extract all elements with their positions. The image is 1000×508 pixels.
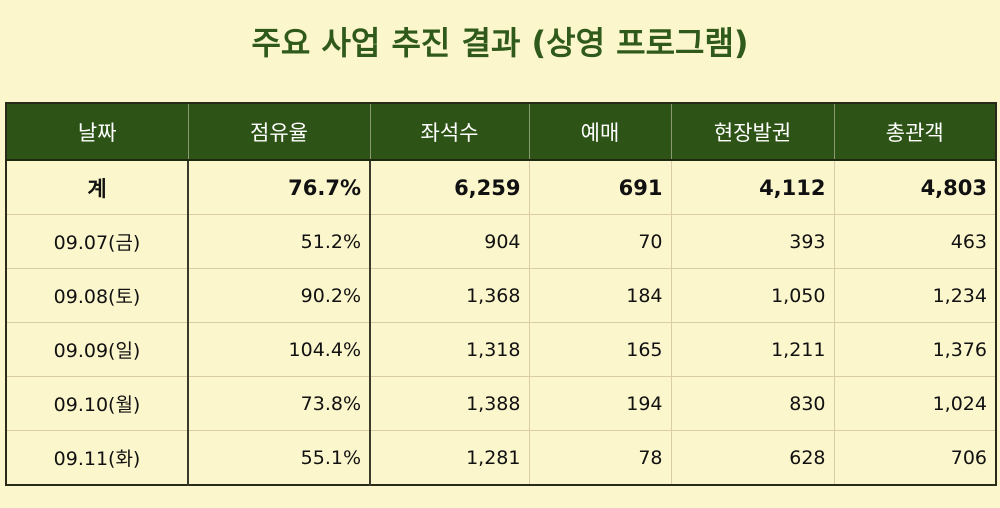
cell: 1,368 [369, 268, 530, 323]
column-header: 점유율 [187, 102, 371, 161]
cell: 73.8% [187, 376, 371, 431]
cell: 4,803 [833, 159, 997, 215]
cell: 4,112 [670, 159, 835, 215]
cell: 393 [670, 214, 835, 269]
column-header: 날짜 [5, 102, 189, 161]
cell: 184 [528, 268, 672, 323]
cell: 70 [528, 214, 672, 269]
cell: 09.09(일) [5, 322, 189, 377]
data-row: 09.10(월) 73.8% 1,388 194 830 1,024 [5, 376, 997, 431]
data-row: 09.08(토) 90.2% 1,368 184 1,050 1,234 [5, 268, 997, 323]
cell: 628 [670, 430, 835, 486]
cell: 55.1% [187, 430, 371, 486]
cell: 09.07(금) [5, 214, 189, 269]
cell: 76.7% [187, 159, 371, 215]
cell: 1,388 [369, 376, 530, 431]
cell: 계 [5, 159, 189, 215]
cell: 463 [833, 214, 997, 269]
cell: 6,259 [369, 159, 530, 215]
cell: 904 [369, 214, 530, 269]
cell: 09.10(월) [5, 376, 189, 431]
cell: 1,211 [670, 322, 835, 377]
data-row: 09.11(화) 55.1% 1,281 78 628 706 [5, 430, 997, 486]
table-body: 계 76.7% 6,259 691 4,112 4,803 09.07(금) 51.2% 904… [5, 159, 997, 486]
header-row: 날짜 점유율 좌석수 예매 현장발권 총관객 [5, 102, 997, 161]
cell: 165 [528, 322, 672, 377]
cell: 90.2% [187, 268, 371, 323]
cell: 09.08(토) [5, 268, 189, 323]
cell: 09.11(화) [5, 430, 189, 486]
cell: 78 [528, 430, 672, 486]
results-table: 날짜 점유율 좌석수 예매 현장발권 총관객 계 76.7% 6,259 691 4,112 4,8… [5, 102, 997, 486]
cell: 1,281 [369, 430, 530, 486]
cell: 51.2% [187, 214, 371, 269]
cell: 706 [833, 430, 997, 486]
cell: 1,050 [670, 268, 835, 323]
cell: 1,234 [833, 268, 997, 323]
cell: 830 [670, 376, 835, 431]
data-row: 09.09(일) 104.4% 1,318 165 1,211 1,376 [5, 322, 997, 377]
cell: 104.4% [187, 322, 371, 377]
cell: 1,376 [833, 322, 997, 377]
column-header: 현장발권 [670, 102, 835, 161]
column-header: 좌석수 [369, 102, 530, 161]
total-row: 계 76.7% 6,259 691 4,112 4,803 [5, 159, 997, 215]
data-row: 09.07(금) 51.2% 904 70 393 463 [5, 214, 997, 269]
cell: 194 [528, 376, 672, 431]
cell: 691 [528, 159, 672, 215]
column-header: 예매 [528, 102, 672, 161]
cell: 1,024 [833, 376, 997, 431]
cell: 1,318 [369, 322, 530, 377]
column-header: 총관객 [833, 102, 997, 161]
title: 주요 사업 추진 결과 (상영 프로그램) [251, 24, 749, 62]
